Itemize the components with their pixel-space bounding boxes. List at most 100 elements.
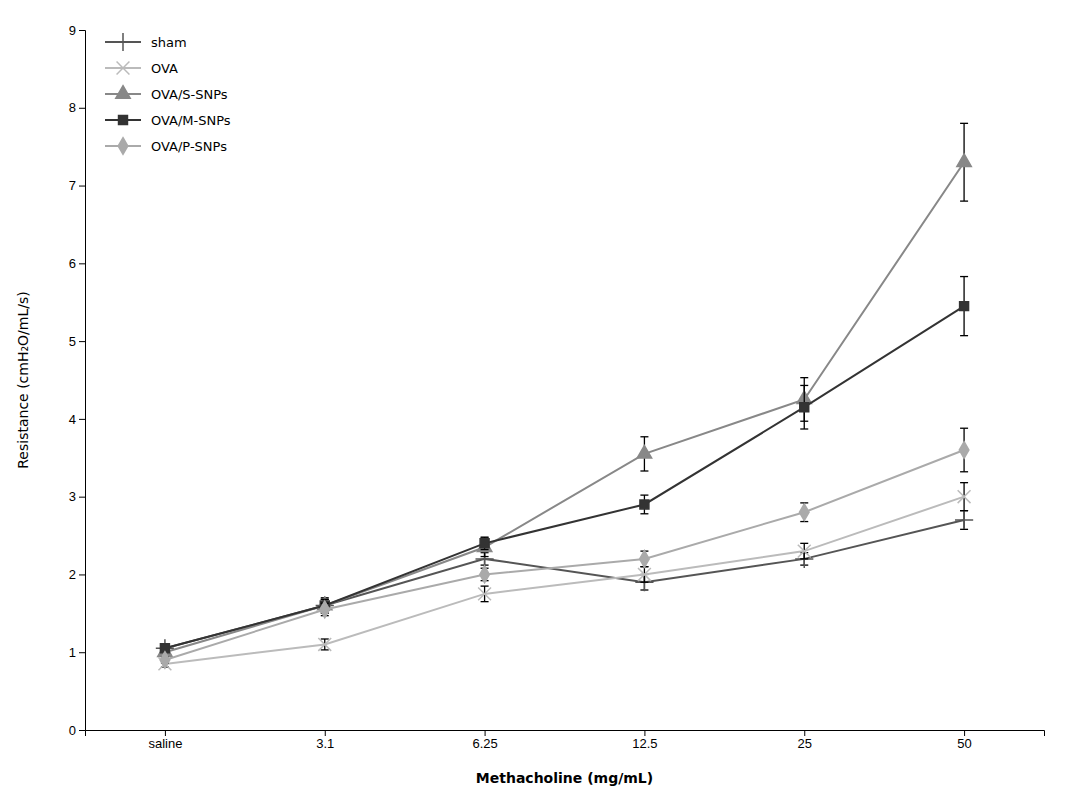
legend-marker [119, 116, 128, 125]
point [799, 504, 809, 521]
error-bar-cap [960, 200, 968, 201]
y-tick-label: 6 [69, 256, 76, 271]
error-bar-cap [960, 482, 968, 483]
legend: shamOVAOVA/S-SNPsOVA/M-SNPsOVA/P-SNPs [105, 33, 231, 154]
x-tick-mark [325, 730, 326, 736]
series-line [165, 450, 964, 660]
x-tick: 25 [798, 730, 812, 751]
x-tick-mark [804, 730, 805, 736]
x-tick-mark [165, 730, 166, 736]
y-tick: 1 [69, 645, 85, 660]
error-bar-cap [800, 543, 808, 544]
error-bar-cap [960, 276, 968, 277]
y-tick: 4 [69, 412, 85, 427]
point [160, 652, 170, 669]
y-tick-mark [79, 574, 85, 575]
y-tick-label: 5 [69, 334, 76, 349]
error-bar-cap [481, 601, 489, 602]
error-bar [960, 428, 968, 472]
error-bar [481, 537, 489, 549]
error-bar-cap [800, 385, 808, 386]
x-tick-label: 25 [798, 736, 812, 751]
series [158, 483, 970, 671]
error-bar-cap [321, 638, 329, 639]
legend-label: OVA [151, 61, 178, 76]
y-tick-label: 3 [69, 489, 76, 504]
error-bar-cap [800, 558, 808, 559]
legend-item: OVA/S-SNPs [105, 86, 228, 102]
y-tick-label: 8 [69, 100, 76, 115]
error-bar-cap [321, 649, 329, 650]
plot: saline3.16.2512.525500123456789shamOVAOV… [69, 23, 1045, 752]
x-tick-label: saline [148, 736, 182, 751]
y-tick-label: 9 [69, 23, 76, 38]
legend-label: sham [151, 35, 187, 50]
y-axis-line [79, 31, 86, 731]
chart: saline3.16.2512.525500123456789shamOVAOV… [0, 0, 1084, 805]
error-bar-cap [640, 513, 648, 514]
series [160, 428, 969, 668]
x-tick-mark [485, 730, 486, 736]
error-bar-cap [960, 510, 968, 511]
y-tick: 3 [69, 489, 85, 504]
y-tick: 5 [69, 334, 85, 349]
x-axis-line [86, 731, 1045, 737]
point [957, 154, 971, 166]
y-tick-mark [79, 419, 85, 420]
legend-marker [116, 86, 130, 98]
error-bar [800, 385, 808, 429]
x-tick-mark [964, 730, 965, 736]
error-bar-cap [481, 549, 489, 550]
error-bar-cap [960, 428, 968, 429]
point [960, 302, 969, 311]
y-tick-label: 7 [69, 178, 76, 193]
point [478, 587, 491, 600]
point [480, 566, 490, 583]
y-axis-title: Resistance (cmH₂O/mL/s) [15, 291, 31, 468]
y-tick-mark [79, 30, 85, 31]
error-bar [960, 277, 968, 336]
legend-item: OVA/M-SNPs [105, 113, 231, 128]
legend-item: sham [105, 33, 187, 51]
error-bar-cap [960, 123, 968, 124]
y-tick: 7 [69, 178, 85, 193]
point [638, 568, 651, 581]
x-tick: saline [148, 730, 182, 751]
error-bar-cap [800, 377, 808, 378]
y-tick: 8 [69, 100, 85, 115]
error-bar [481, 538, 489, 557]
x-tick: 6.25 [472, 730, 497, 751]
y-tick: 0 [69, 723, 85, 738]
point [800, 403, 809, 412]
series-line [165, 497, 964, 664]
error-bar [640, 551, 648, 567]
x-tick-label: 50 [957, 736, 971, 751]
y-tick: 2 [69, 567, 85, 582]
error-bar-cap [481, 556, 489, 557]
y-tick-mark [79, 186, 85, 187]
point [640, 500, 649, 509]
y-tick-mark [79, 730, 85, 731]
y-tick-mark [79, 652, 85, 653]
x-axis: saline3.16.2512.52550 [86, 730, 1045, 751]
x-tick-label: 12.5 [632, 736, 657, 751]
legend-marker [118, 138, 128, 155]
error-bar-cap [640, 470, 648, 471]
point [637, 446, 651, 458]
x-axis-title: Methacholine (mg/mL) [476, 770, 653, 786]
point [955, 511, 973, 529]
y-tick-mark [79, 341, 85, 342]
point [480, 539, 489, 548]
error-bar-cap [960, 510, 968, 511]
legend-marker [114, 33, 132, 51]
series-line [165, 162, 964, 652]
legend-marker [117, 62, 130, 75]
legend-label: OVA/M-SNPs [151, 113, 231, 128]
point [477, 539, 491, 551]
error-bar-cap [800, 428, 808, 429]
series [160, 277, 968, 653]
error-bar-cap [640, 494, 648, 495]
y-tick: 6 [69, 256, 85, 271]
y-tick-label: 1 [69, 645, 76, 660]
y-tick-label: 4 [69, 412, 76, 427]
